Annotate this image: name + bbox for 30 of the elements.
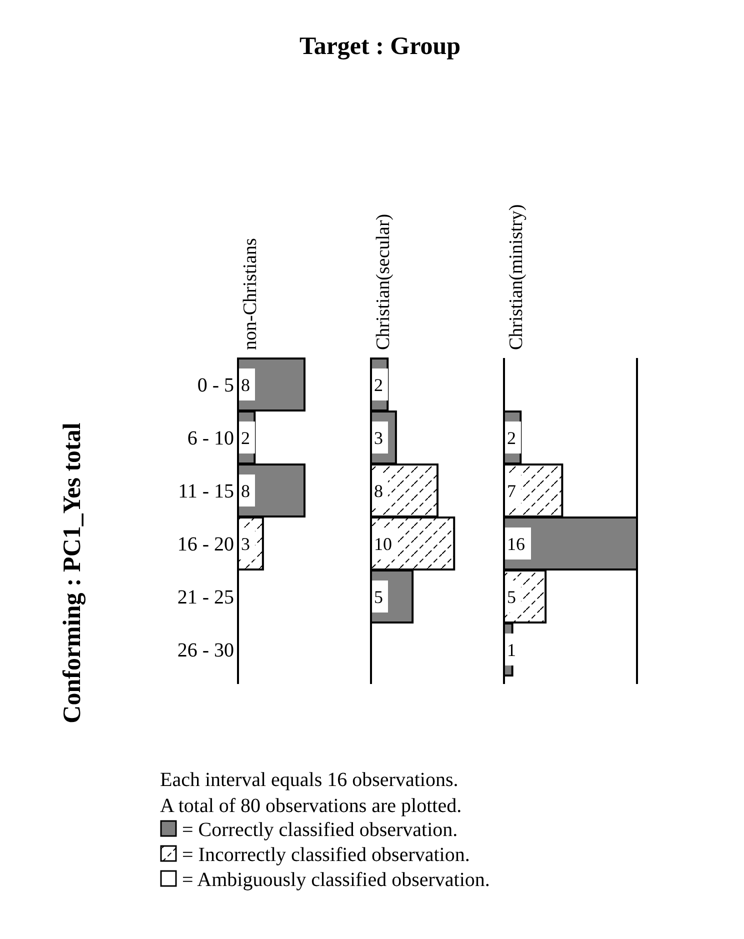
data-label: 8: [241, 480, 250, 501]
data-label: 2: [374, 374, 383, 395]
data-label: 3: [241, 534, 250, 554]
data-label: 8: [374, 480, 383, 501]
y-tick-label: 21 - 25: [177, 586, 234, 608]
data-label: 5: [507, 586, 516, 607]
data-label: 5: [374, 586, 383, 607]
y-tick-label: 26 - 30: [177, 640, 234, 662]
y-tick-label: 6 - 10: [187, 428, 234, 450]
data-label: 7: [507, 480, 516, 501]
y-tick-label: 0 - 5: [197, 374, 234, 396]
legend-label: = Ambiguously classified observation.: [182, 869, 490, 891]
y-axis-title: Conforming : PC1_Yes total: [59, 422, 86, 724]
data-label: 3: [374, 428, 383, 448]
data-label: 16: [507, 534, 525, 554]
data-label: 8: [241, 374, 250, 395]
legend-label: = Correctly classified observation.: [182, 819, 458, 841]
chart-title: Christian(secular): [373, 214, 394, 350]
y-tick-label: 16 - 20: [177, 534, 234, 556]
data-label: 10: [374, 534, 392, 554]
y-tick-label: 11 - 15: [178, 480, 234, 502]
legend-label: = Incorrectly classified observation.: [182, 844, 470, 866]
data-label: 2: [241, 428, 250, 448]
chart-title: Christian(ministry): [506, 204, 527, 350]
chart-title: non-Christians: [240, 238, 261, 350]
data-label: 2: [507, 428, 516, 448]
text: Each interval equals 16 observations.: [160, 769, 458, 791]
text: A total of 80 observations are plotted.: [160, 795, 462, 817]
data-label: 1: [507, 640, 516, 660]
text: Target : Group: [299, 33, 461, 60]
